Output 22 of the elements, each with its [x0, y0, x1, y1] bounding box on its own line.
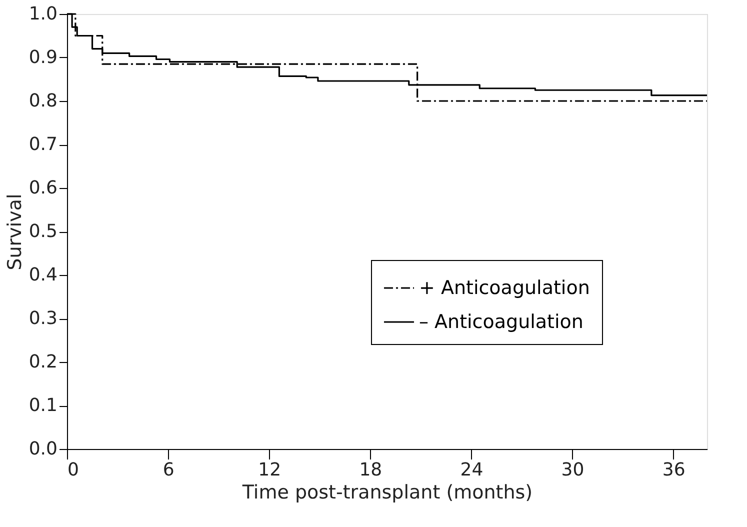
- y-tick-label: 0.5: [28, 221, 58, 242]
- y-tick-label: 0.1: [28, 395, 58, 416]
- legend-label: – Anticoagulation: [419, 311, 584, 333]
- y-tick-label: 1.0: [28, 4, 58, 24]
- y-tick-label: 0.3: [28, 308, 58, 329]
- x-tick-label: 6: [162, 460, 174, 480]
- y-tick-label: 0.2: [28, 352, 58, 372]
- x-tick-label: 18: [359, 460, 382, 480]
- y-tick-label: 0.7: [28, 134, 58, 155]
- legend-label: + Anticoagulation: [419, 277, 590, 299]
- x-tick-label: 0: [68, 460, 79, 480]
- x-tick-label: 30: [561, 460, 584, 480]
- y-axis-title: Survival: [4, 194, 26, 270]
- x-tick-label: 36: [662, 460, 686, 480]
- x-tick-label: 24: [460, 460, 484, 480]
- y-tick-label: 0.8: [28, 90, 58, 112]
- y-tick-label: 0.9: [28, 47, 58, 68]
- y-tick-label: 0.0: [28, 438, 58, 460]
- y-tick-label: 0.6: [28, 178, 58, 198]
- y-tick-label: 0.4: [28, 264, 58, 286]
- x-axis-title: Time post-transplant (months): [241, 482, 533, 504]
- x-tick-label: 12: [258, 460, 282, 480]
